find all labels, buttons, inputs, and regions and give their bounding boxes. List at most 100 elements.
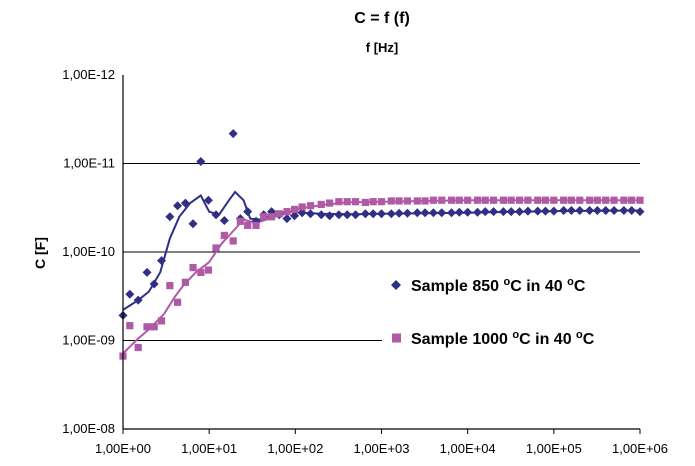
y-tick-label: 1,00E-12 — [62, 67, 115, 82]
data-point-square — [229, 237, 237, 245]
data-point-square — [212, 244, 220, 252]
data-point-diamond — [334, 210, 344, 220]
data-point-diamond — [306, 209, 316, 219]
legend-item-sample-1000: Sample 1000 oC in 40 oC — [392, 329, 595, 348]
data-point-diamond — [447, 208, 457, 218]
data-point-square — [481, 196, 489, 204]
x-tick-label: 1,00E+01 — [181, 441, 237, 456]
data-point-square — [244, 221, 252, 229]
y-tick-label: 1,00E-09 — [62, 333, 115, 348]
data-point-square — [236, 217, 244, 225]
data-point-square — [126, 322, 134, 330]
x-tick-label: 1,00E+04 — [440, 441, 496, 456]
data-point-square — [628, 196, 636, 204]
data-point-square — [267, 213, 276, 221]
data-point-diamond — [523, 206, 533, 216]
data-point-diamond — [585, 206, 595, 216]
data-point-diamond — [437, 208, 447, 218]
data-point-diamond — [428, 208, 438, 218]
data-point-diamond — [472, 207, 482, 217]
data-point-square — [499, 196, 508, 204]
data-point-square — [150, 323, 158, 331]
data-point-diamond — [149, 279, 159, 289]
data-point-square — [455, 196, 463, 204]
data-point-square — [361, 198, 369, 206]
data-point-diamond — [489, 207, 499, 217]
data-point-diamond — [133, 295, 143, 305]
data-point-square — [335, 198, 343, 206]
x-tick-label: 1,00E+03 — [353, 441, 409, 456]
data-point-square — [204, 266, 213, 274]
axes — [122, 75, 641, 434]
data-point-diamond — [157, 256, 167, 266]
legend-marker-diamond — [391, 280, 401, 290]
data-point-square — [166, 282, 174, 290]
data-point-square — [585, 196, 594, 204]
data-point-square — [550, 196, 558, 204]
x-tick-label: 1,00E+05 — [526, 441, 582, 456]
legend-marker-square — [392, 333, 401, 343]
legend-label-sample-850: Sample 850 oC in 40 oC — [411, 276, 586, 295]
data-point-square — [197, 268, 205, 276]
legend-item-sample-850: Sample 850 oC in 40 oC — [391, 276, 586, 295]
degree-superscript: o — [567, 276, 574, 288]
data-point-square — [429, 196, 437, 204]
y-axis-label: C [F] — [32, 237, 48, 269]
data-point-square — [343, 198, 351, 206]
data-point-diamond — [566, 206, 576, 216]
data-point-diamond — [325, 211, 335, 221]
data-point-diamond — [360, 209, 370, 219]
data-point-square — [283, 208, 291, 216]
data-point-diamond — [342, 210, 352, 220]
data-point-square — [395, 197, 403, 205]
data-point-square — [387, 197, 395, 205]
data-point-diamond — [549, 206, 559, 216]
data-point-diamond — [601, 206, 611, 216]
data-point-square — [189, 263, 197, 272]
data-point-square — [490, 196, 498, 204]
data-point-square — [534, 196, 542, 204]
data-point-diamond — [575, 206, 585, 216]
data-point-square — [636, 196, 644, 204]
data-point-diamond — [377, 209, 386, 219]
data-point-square — [260, 213, 268, 221]
data-point-diamond — [219, 215, 229, 225]
data-point-square — [306, 202, 315, 210]
data-point-diamond — [420, 208, 430, 218]
data-point-diamond — [125, 289, 135, 299]
data-point-square — [620, 196, 628, 204]
data-point-square — [275, 210, 283, 218]
chart-subtitle: f [Hz] — [366, 40, 399, 55]
data-point-diamond — [454, 207, 464, 217]
data-point-square — [351, 198, 360, 206]
data-point-diamond — [394, 208, 404, 218]
degree-superscript: o — [512, 329, 519, 341]
data-point-square — [290, 205, 299, 213]
data-point-diamond — [243, 207, 253, 217]
data-point-diamond — [412, 208, 422, 218]
data-point-square — [369, 198, 377, 206]
data-point-diamond — [635, 207, 645, 217]
data-point-square — [464, 196, 472, 204]
data-point-square — [403, 197, 412, 205]
data-point-square — [560, 196, 568, 204]
x-tick-labels: 1,00E+00 1,00E+01 1,00E+02 1,00E+03 1,00E+04… — [95, 441, 668, 456]
data-point-square — [173, 298, 182, 306]
legend-text-part: Sample 1000 — [411, 331, 512, 348]
chart-title: C = f (f) — [354, 10, 410, 27]
data-point-square — [298, 203, 306, 211]
y-tick-label: 1,00E-10 — [62, 244, 115, 259]
legend-label-sample-1000: Sample 1000 oC in 40 oC — [411, 329, 595, 348]
data-point-diamond — [480, 207, 490, 217]
x-tick-label: 1,00E+00 — [95, 441, 151, 456]
data-point-square — [576, 196, 584, 204]
x-tick-label: 1,00E+06 — [612, 441, 668, 456]
data-point-diamond — [533, 206, 543, 216]
data-point-square — [524, 196, 532, 204]
data-point-square — [377, 198, 386, 206]
y-tick-label: 1,00E-11 — [63, 156, 115, 171]
data-point-diamond — [506, 207, 516, 217]
data-point-diamond — [188, 219, 198, 229]
legend-box — [382, 255, 648, 383]
